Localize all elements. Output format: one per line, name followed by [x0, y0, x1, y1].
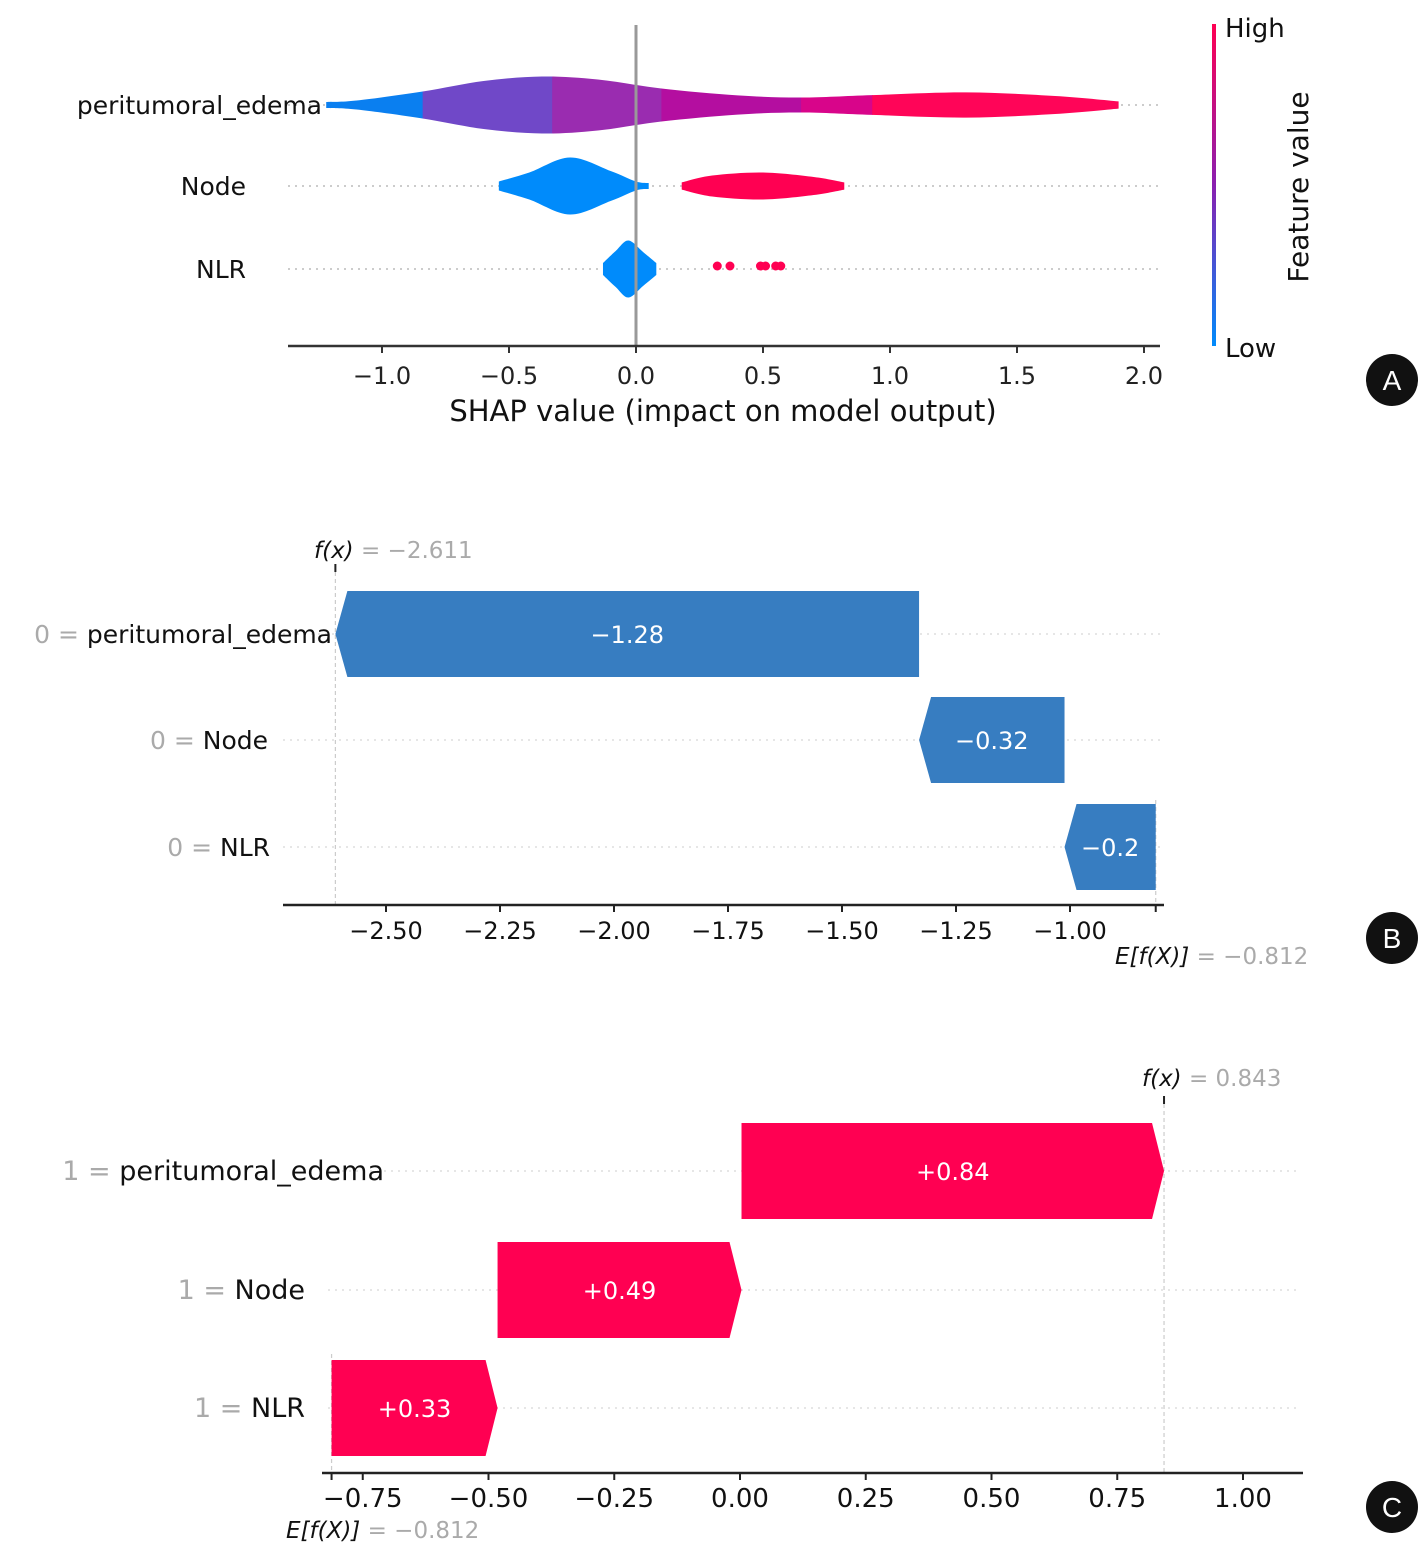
fx-value: = 0.843	[1182, 1066, 1282, 1092]
bar-value-label: −1.28	[590, 621, 664, 649]
x-tick-label: −0.5	[480, 362, 538, 390]
panel-c-waterfall: +0.84 1 = peritumoral_edema +0.49 1 = Node +…	[62, 1066, 1303, 1544]
efx-label: E[f(X)]	[1115, 944, 1189, 970]
violin-peritumoral-edema	[326, 76, 1119, 134]
efx-annotation: E[f(X)] = −0.812	[1115, 944, 1308, 970]
x-tick-label: −0.25	[574, 1484, 654, 1514]
feature-label: 1 = Node	[178, 1275, 305, 1306]
fx-value: = −2.611	[354, 538, 473, 564]
violin-nlr-low	[602, 240, 657, 298]
feature-label: 1 = NLR	[194, 1393, 305, 1424]
nlr-high-point	[761, 261, 771, 271]
x-tick-label: 2.0	[1125, 362, 1163, 390]
violin-segment	[872, 76, 1119, 134]
violin-segment	[661, 76, 802, 134]
x-tick-label: 0.75	[1088, 1484, 1146, 1514]
violin-segment	[801, 76, 873, 134]
colorbar-low-label: Low	[1225, 334, 1276, 364]
feature-value: 0 =	[167, 833, 220, 862]
x-tick-label: −1.25	[919, 917, 993, 945]
feature-label: 0 = Node	[150, 726, 268, 755]
x-tick-label: 0.00	[711, 1484, 769, 1514]
feature-label: peritumoral_edema	[77, 91, 322, 120]
colorbar: High Low Feature value	[1212, 14, 1315, 364]
nlr-high-point	[776, 261, 786, 271]
feature-name: NLR	[251, 1393, 305, 1424]
feature-name: peritumoral_edema	[87, 620, 332, 649]
efx-value: = −0.812	[360, 1518, 479, 1544]
x-tick-label: −2.00	[577, 917, 651, 945]
efx-label: E[f(X)]	[286, 1518, 360, 1544]
x-tick-label: 1.00	[1214, 1484, 1272, 1514]
feature-value: 0 =	[150, 726, 203, 755]
feature-name: NLR	[220, 833, 270, 862]
fx-label: f(x)	[314, 538, 354, 564]
colorbar-high-label: High	[1225, 14, 1285, 44]
fx-annotation: f(x) = 0.843	[1142, 1066, 1281, 1092]
svg-text:B: B	[1383, 923, 1402, 954]
x-tick-label: 0.0	[617, 362, 655, 390]
feature-value: 1 =	[62, 1156, 119, 1187]
x-tick-label: 1.5	[998, 362, 1036, 390]
waterfall-bar	[331, 1360, 498, 1456]
x-tick-label: −1.75	[691, 917, 765, 945]
waterfall-bar	[1064, 804, 1156, 890]
bar-value-label: −0.32	[955, 727, 1029, 755]
panel-badge-a: A	[1366, 354, 1418, 406]
bar-value-label: +0.84	[916, 1158, 990, 1186]
feature-value: 1 =	[178, 1275, 235, 1306]
feature-label: NLR	[196, 255, 246, 284]
efx-value: = −0.812	[1189, 944, 1308, 970]
violin-segment	[422, 76, 553, 134]
x-tick-label: −0.75	[323, 1484, 403, 1514]
feature-label: 1 = peritumoral_edema	[62, 1156, 384, 1187]
violin-segment	[326, 76, 424, 134]
feature-name: peritumoral_edema	[119, 1156, 384, 1187]
feature-label: 0 = NLR	[167, 833, 270, 862]
x-tick-label: −1.00	[1033, 917, 1107, 945]
x-tick-label: −2.50	[349, 917, 423, 945]
feature-label: Node	[181, 172, 246, 201]
fx-label: f(x)	[1142, 1066, 1182, 1092]
waterfall-bar	[919, 697, 1065, 783]
efx-annotation: E[f(X)] = −0.812	[286, 1518, 479, 1544]
bar-value-label: +0.33	[378, 1395, 452, 1423]
feature-name: Node	[203, 726, 268, 755]
waterfall-bar	[741, 1123, 1165, 1219]
x-axis-label: SHAP value (impact on model output)	[449, 394, 996, 428]
feature-value: 0 =	[34, 620, 87, 649]
svg-text:A: A	[1383, 365, 1402, 396]
panel-b-waterfall: −1.28 0 = peritumoral_edema −0.32 0 = Node −…	[34, 538, 1308, 970]
panel-badge-b: B	[1366, 912, 1418, 964]
x-tick-label: −1.0	[353, 362, 411, 390]
waterfall-bar	[497, 1242, 742, 1338]
violin-node-high	[681, 172, 845, 200]
waterfall-bar	[335, 591, 920, 677]
violin-segment	[552, 76, 662, 134]
x-tick-label: −2.25	[463, 917, 537, 945]
bar-value-label: +0.49	[583, 1277, 657, 1305]
violin-node-low	[498, 157, 649, 215]
panel-badge-c: C	[1366, 1481, 1418, 1533]
x-tick-label: 0.5	[744, 362, 782, 390]
nlr-high-point	[725, 261, 735, 271]
x-tick-label: −1.50	[805, 917, 879, 945]
feature-name: Node	[235, 1275, 305, 1306]
colorbar-title: Feature value	[1282, 91, 1315, 282]
bar-value-label: −0.2	[1081, 834, 1139, 862]
x-tick-label: 0.50	[963, 1484, 1021, 1514]
svg-text:C: C	[1382, 1492, 1402, 1523]
fx-annotation: f(x) = −2.611	[314, 538, 473, 564]
x-tick-label: −0.50	[449, 1484, 529, 1514]
nlr-high-point	[712, 261, 722, 271]
colorbar-gradient	[1212, 24, 1216, 346]
x-tick-label: 1.0	[871, 362, 909, 390]
x-tick-label: 0.25	[837, 1484, 895, 1514]
feature-value: 1 =	[194, 1393, 251, 1424]
feature-label: 0 = peritumoral_edema	[34, 620, 332, 649]
panel-a-summary-plot: peritumoral_edema Node NLR −1.0 −0.5 0.0 0.5 1…	[77, 14, 1315, 428]
